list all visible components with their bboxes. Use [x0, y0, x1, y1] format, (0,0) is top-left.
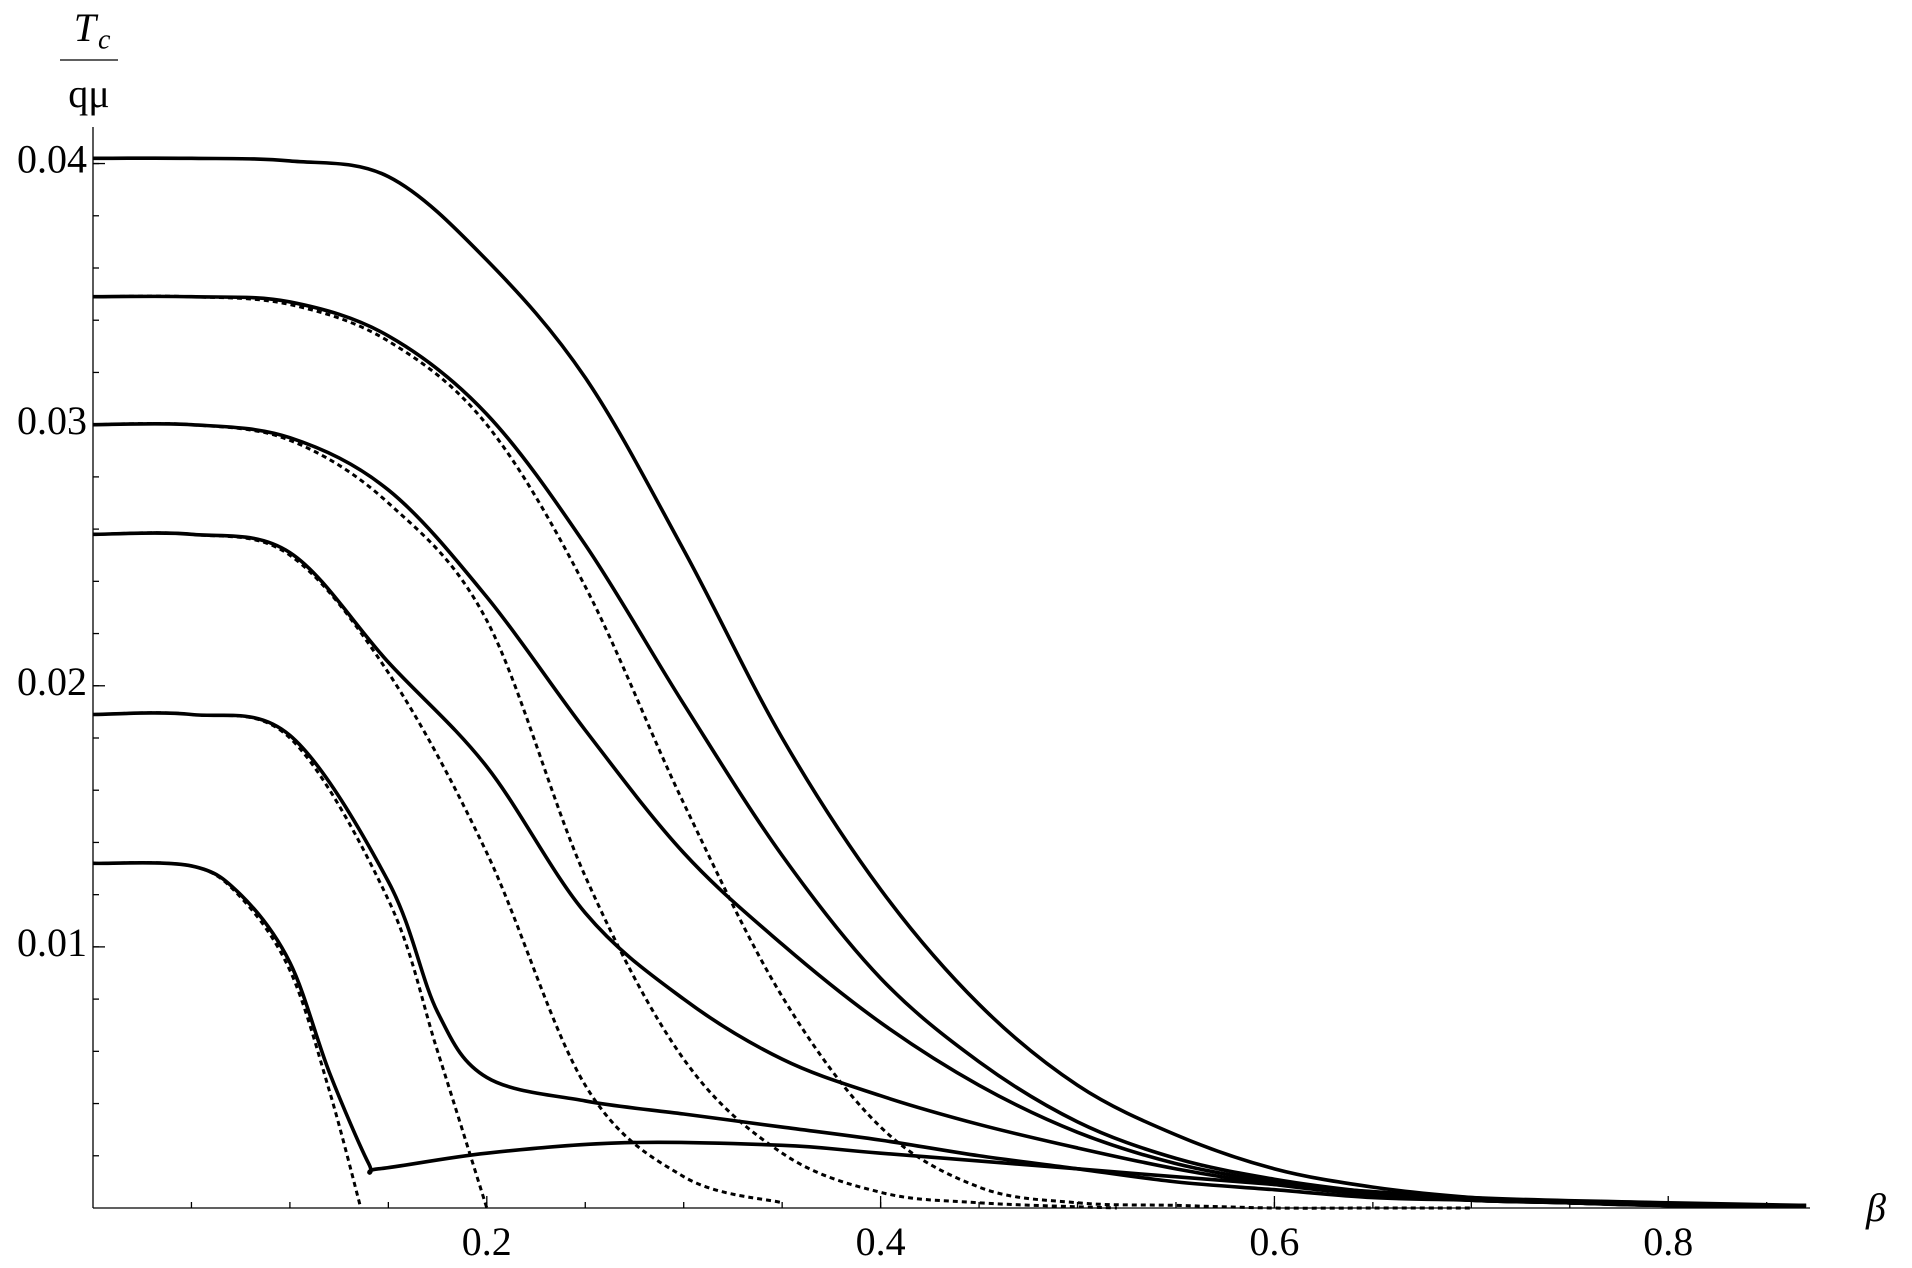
curve	[92, 156, 1807, 1208]
y-tick-label: 0.02	[17, 659, 87, 704]
dashed-curve	[92, 294, 1472, 1210]
dashed-curve	[92, 861, 363, 1209]
x-tick-label: 0.8	[1643, 1219, 1693, 1264]
curve	[92, 711, 1807, 1208]
x-tick-label: 0.2	[462, 1219, 512, 1264]
curve	[92, 531, 1807, 1208]
x-tick-label: 0.4	[856, 1219, 906, 1264]
dashed-curve	[92, 422, 1117, 1210]
curve	[92, 861, 1807, 1208]
y-label-subscript: c	[98, 24, 111, 55]
x-tick-label: 0.6	[1249, 1219, 1299, 1264]
dashed-curve	[92, 531, 783, 1205]
y-label-denominator: qμ	[68, 71, 109, 116]
y-tick-label: 0.01	[17, 920, 87, 965]
x-label: β	[1865, 1185, 1886, 1230]
y-label-numerator: T	[74, 5, 99, 50]
y-tick-label: 0.04	[17, 137, 87, 182]
y-tick-label: 0.03	[17, 398, 87, 443]
